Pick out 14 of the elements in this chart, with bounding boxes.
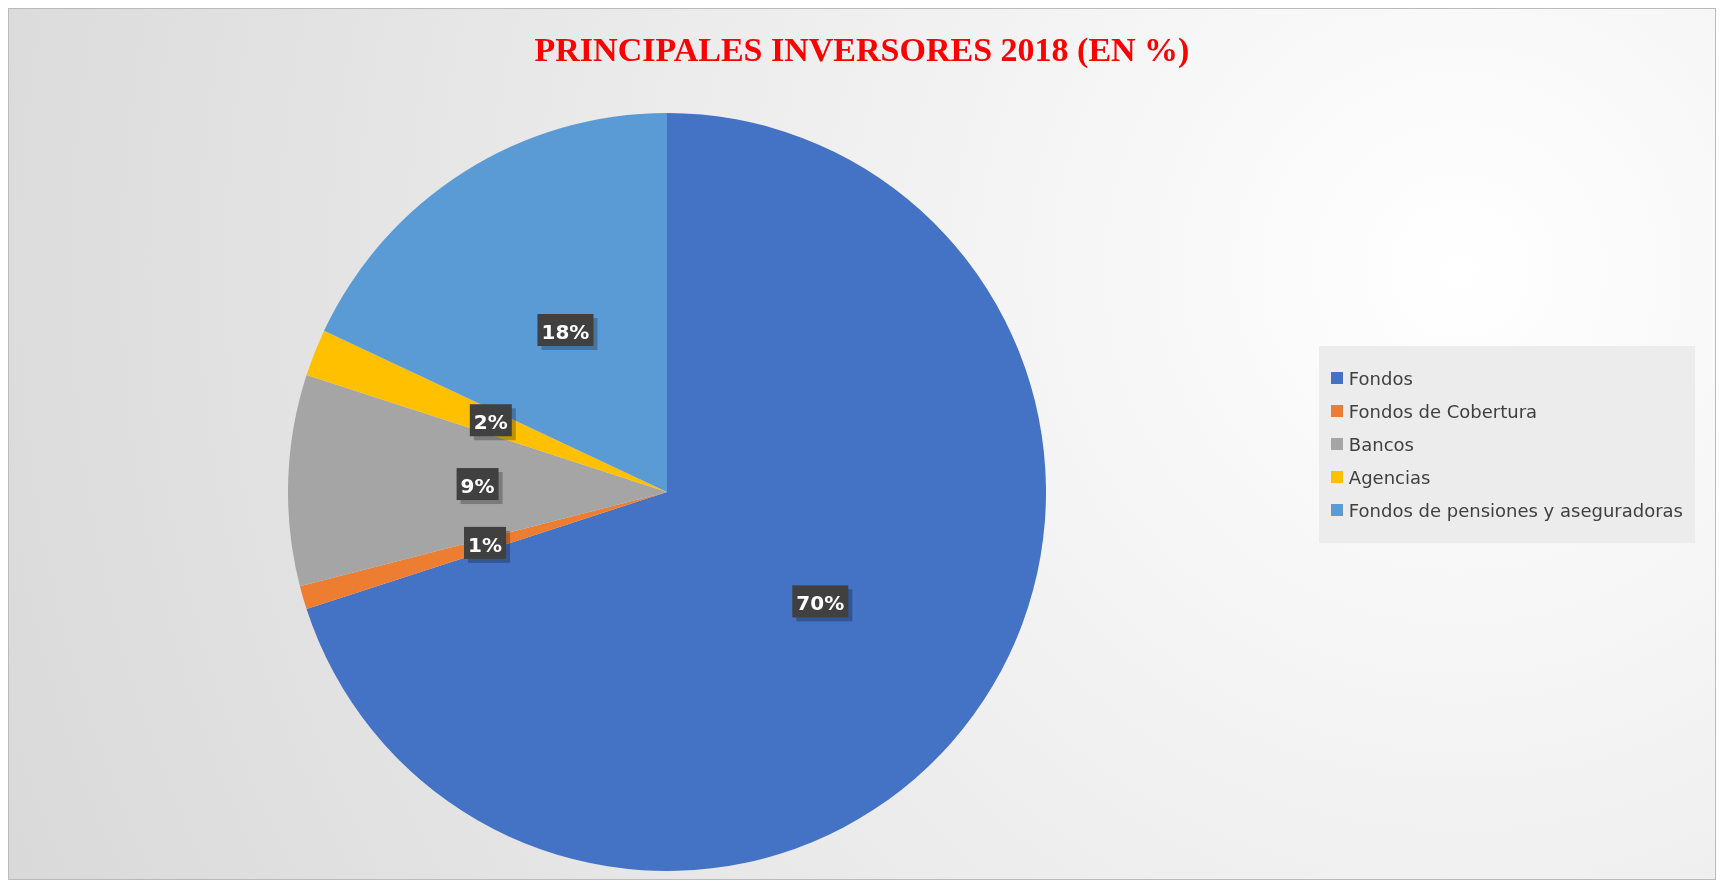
data-label: 2% <box>473 410 508 435</box>
data-label: 9% <box>460 474 495 499</box>
data-label: 18% <box>541 320 590 344</box>
chart-title: PRINCIPALES INVERSORES 2018 (EN %) <box>533 31 1191 69</box>
data-label: 70% <box>796 591 845 616</box>
pie-slice <box>306 113 1046 871</box>
legend-label: Fondos <box>1348 367 1413 389</box>
pie-slice <box>324 113 667 492</box>
legend-label: Fondos de Cobertura <box>1348 400 1538 422</box>
legend-label: Fondos de pensiones y aseguradoras <box>1348 499 1683 521</box>
data-label: 1% <box>468 532 503 557</box>
legend-label: Agencias <box>1348 466 1431 488</box>
pie-slice <box>288 374 667 587</box>
legend-label: Bancos <box>1348 433 1414 455</box>
